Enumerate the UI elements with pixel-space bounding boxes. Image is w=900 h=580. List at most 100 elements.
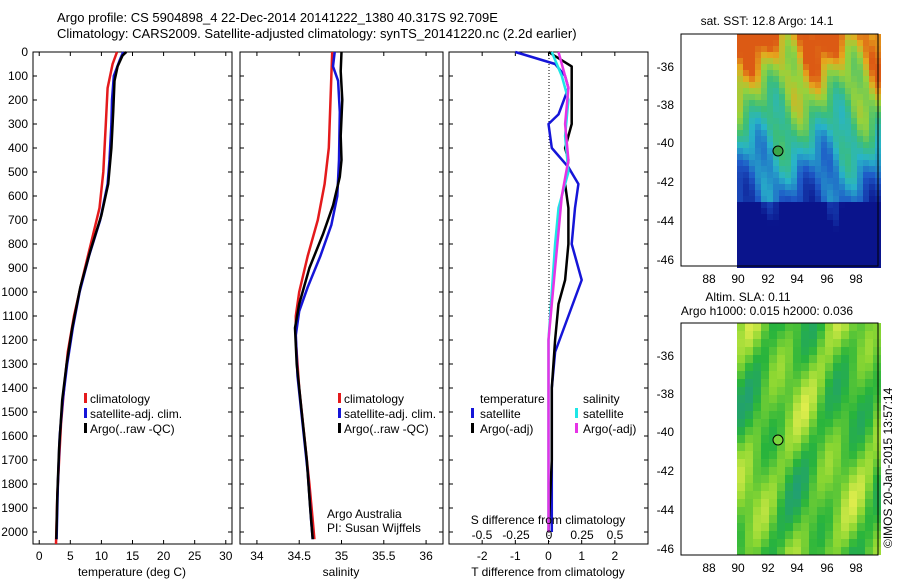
heatmap-cell [769,483,777,491]
heatmap-cell [761,214,767,220]
heatmap-cell [803,178,809,184]
heatmap-cell [849,499,857,507]
heatmap-cell [873,427,881,435]
sst-x-tick: 96 [820,272,834,286]
heatmap-cell [809,52,815,58]
heatmap-cell [827,112,833,118]
heatmap-cell [863,148,869,154]
heatmap-cell [779,250,785,256]
heatmap-cell [753,387,761,395]
sla-y-tick: -46 [657,542,675,556]
heatmap-cell [809,387,817,395]
heatmap-cell [869,46,875,52]
heatmap-cell [749,226,755,232]
sla-x-tick: 98 [849,561,863,575]
annotation-argo-australia: Argo Australia [327,507,402,521]
heatmap-cell [797,262,803,268]
heatmap-cell [857,118,863,124]
heatmap-cell [791,136,797,142]
heatmap-cell [737,184,743,190]
heatmap-cell [845,94,851,100]
heatmap-cell [767,184,773,190]
heatmap-cell [773,124,779,130]
heatmap-cell [845,142,851,148]
heatmap-cell [809,172,815,178]
heatmap-cell [791,94,797,100]
heatmap-cell [761,256,767,262]
heatmap-cell [753,347,761,355]
heatmap-cell [825,363,833,371]
heatmap-cell [809,160,815,166]
heatmap-cell [857,347,865,355]
heatmap-cell [809,323,817,331]
heatmap-cell [755,82,761,88]
heatmap-cell [745,547,753,555]
s-tick-label: -0.25 [502,528,530,542]
heatmap-cell [827,178,833,184]
temperature-legend: climatology satellite-adj. clim. Argo(..… [84,392,182,436]
heatmap-cell [791,124,797,130]
heatmap-cell [737,76,743,82]
heatmap-cell [791,232,797,238]
heatmap-cell [767,76,773,82]
heatmap-cell [755,100,761,106]
heatmap-cell [745,427,753,435]
heatmap-cell [767,64,773,70]
heatmap-cell [865,331,873,339]
heatmap-cell [737,475,745,483]
heatmap-cell [761,220,767,226]
heatmap-cell [779,244,785,250]
heatmap-cell [839,130,845,136]
legend-argo: Argo(..raw -QC) [344,422,429,436]
heatmap-cell [745,515,753,523]
heatmap-cell [865,451,873,459]
heatmap-cell [791,214,797,220]
heatmap-cell [851,184,857,190]
legend-title-salinity: salinity [583,392,620,406]
heatmap-cell [791,238,797,244]
heatmap-cell [825,355,833,363]
heatmap-cell [865,467,873,475]
x-tick-label: 0 [545,549,552,563]
heatmap-cell [749,136,755,142]
heatmap-cell [773,106,779,112]
s-tick-label: 0 [546,528,553,542]
heatmap-cell [833,250,839,256]
heatmap-cell [833,395,841,403]
heatmap-cell [839,100,845,106]
heatmap-cell [817,395,825,403]
heatmap-cell [833,76,839,82]
heatmap-cell [827,130,833,136]
heatmap-cell [779,160,785,166]
heatmap-cell [777,339,785,347]
difference-top-label: S difference from climatology [471,513,626,527]
heatmap-cell [863,124,869,130]
heatmap-cell [839,106,845,112]
heatmap-cell [801,427,809,435]
heatmap-cell [845,34,851,40]
heatmap-cell [785,238,791,244]
heatmap-cell [793,531,801,539]
heatmap-cell [755,136,761,142]
heatmap-cell [841,539,849,547]
heatmap-cell [749,46,755,52]
sst-x-tick: 94 [790,272,804,286]
heatmap-cell [863,214,869,220]
heatmap-cell [745,355,753,363]
heatmap-cell [749,70,755,76]
heatmap-cell [809,100,815,106]
heatmap-cell [817,475,825,483]
heatmap-cell [809,539,817,547]
heatmap-cell [833,256,839,262]
heatmap-cell [749,160,755,166]
heatmap-cell [845,82,851,88]
heatmap-cell [851,202,857,208]
heatmap-cell [773,64,779,70]
heatmap-cell [863,262,869,268]
heatmap-cell [817,411,825,419]
heatmap-cell [809,214,815,220]
heatmap-cell [869,112,875,118]
heatmap-cell [849,427,857,435]
heatmap-cell [839,232,845,238]
heatmap-cell [857,196,863,202]
